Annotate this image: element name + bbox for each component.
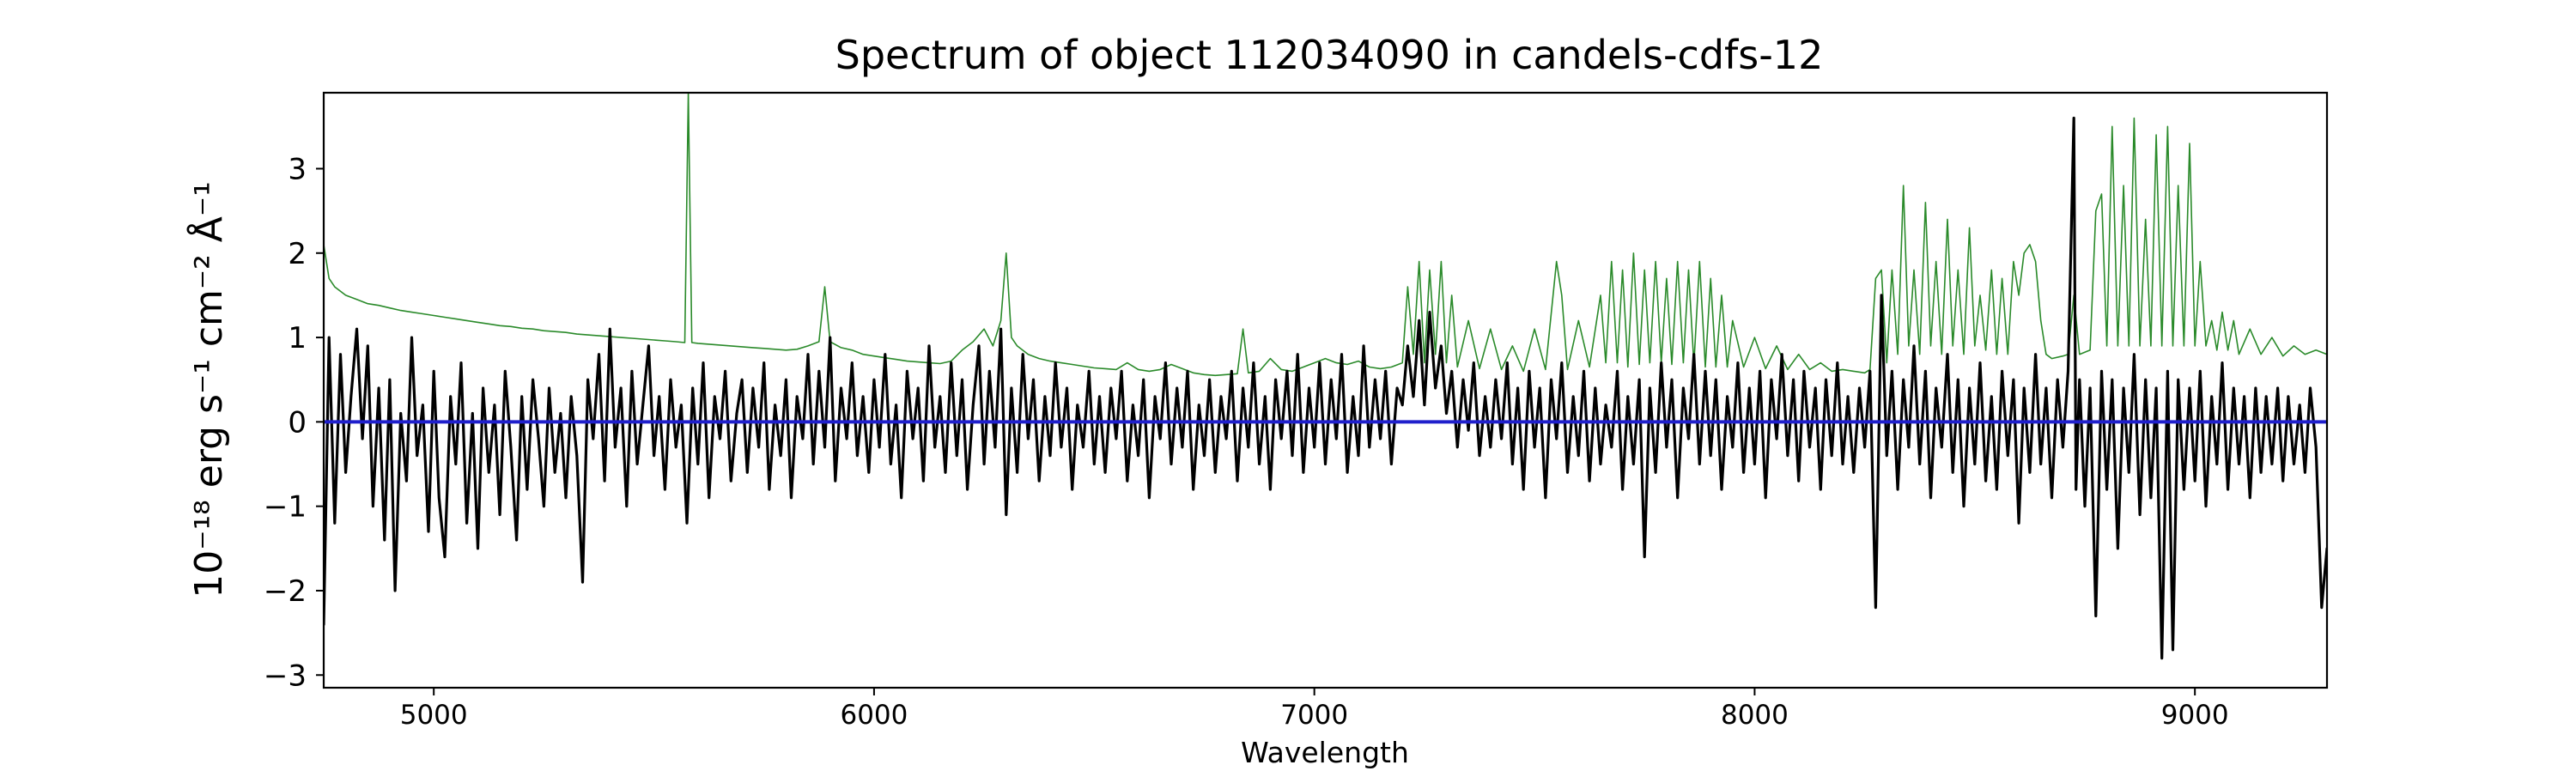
y-tick-label: −2 xyxy=(264,574,307,609)
x-tick-label: 5000 xyxy=(400,700,468,731)
x-tick-label: 7000 xyxy=(1280,700,1348,731)
y-tick-label: 2 xyxy=(288,237,307,271)
x-tick-label: 6000 xyxy=(840,700,908,731)
y-tick-label: 1 xyxy=(288,321,307,355)
x-axis-label: Wavelength xyxy=(1241,736,1409,769)
x-tick-label: 8000 xyxy=(1721,700,1789,731)
chart-title: Spectrum of object 112034090 in candels-… xyxy=(835,32,1824,78)
y-tick-label: −3 xyxy=(264,659,307,693)
y-axis: −3 −2 −1 0 1 2 3 xyxy=(264,152,324,693)
y-tick-label: 3 xyxy=(288,152,307,186)
y-tick-label: 0 xyxy=(288,405,307,440)
series-layer xyxy=(324,93,2327,660)
x-tick-label: 9000 xyxy=(2161,700,2229,731)
plot-frame xyxy=(322,91,2329,689)
y-axis-label: 10⁻¹⁸ erg s⁻¹ cm⁻² Å⁻¹ xyxy=(185,181,231,598)
x-axis: 5000 6000 7000 8000 9000 xyxy=(400,688,2229,731)
y-tick-label: −1 xyxy=(264,490,307,525)
series-line-noise xyxy=(324,93,2327,377)
